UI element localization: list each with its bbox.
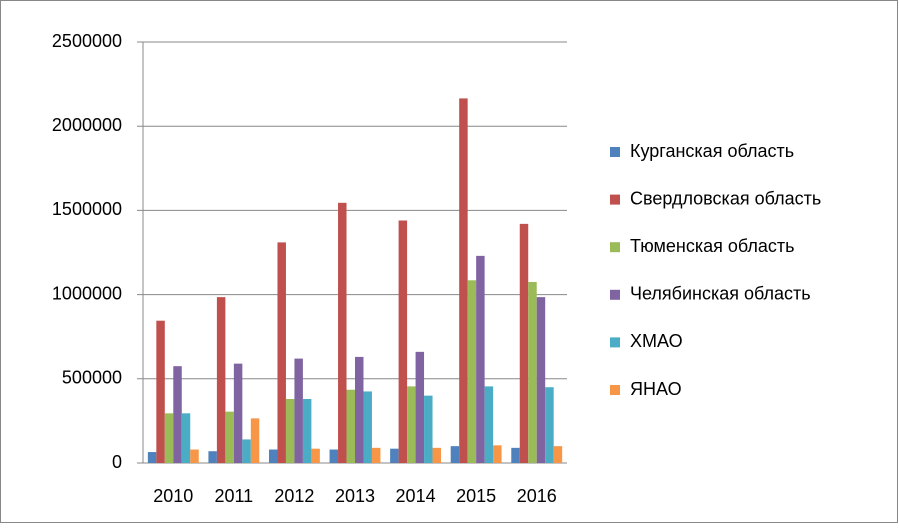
legend-label: Тюменская область xyxy=(630,236,795,256)
bar xyxy=(493,445,502,463)
bar xyxy=(432,447,442,463)
bar xyxy=(528,281,537,463)
bar xyxy=(277,242,286,463)
bar xyxy=(190,449,199,463)
legend-swatch xyxy=(610,147,620,157)
bar xyxy=(285,399,295,463)
y-tick-label: 2500000 xyxy=(52,31,122,51)
x-tick-label: 2012 xyxy=(274,486,314,506)
bar xyxy=(450,446,460,463)
legend-swatch xyxy=(610,242,620,253)
bar xyxy=(371,447,381,463)
legend-swatch xyxy=(610,289,620,300)
bar xyxy=(233,363,243,463)
bar xyxy=(208,451,217,463)
bar xyxy=(173,366,182,463)
y-tick-label: 0 xyxy=(112,452,122,472)
legend-swatch xyxy=(610,194,620,205)
bar xyxy=(476,255,485,463)
legend-label: Челябинская область xyxy=(630,284,811,304)
legend-label: ХМАО xyxy=(630,331,683,351)
bar xyxy=(156,320,165,463)
bar xyxy=(545,387,554,463)
bar xyxy=(311,448,320,463)
legend-swatch xyxy=(610,337,620,348)
y-tick-label: 500000 xyxy=(62,368,122,388)
bar xyxy=(553,446,563,463)
x-tick-label: 2011 xyxy=(214,486,253,506)
legend-swatch xyxy=(610,385,620,395)
bar xyxy=(536,297,546,463)
x-tick-label: 2015 xyxy=(456,486,496,506)
y-tick-label: 1000000 xyxy=(52,283,122,303)
bar xyxy=(415,351,425,463)
bar xyxy=(181,413,191,463)
legend-label: Свердловская область xyxy=(630,188,821,208)
bar xyxy=(346,389,355,463)
bar xyxy=(424,395,433,463)
legend-label: Курганская область xyxy=(630,141,794,161)
x-tick-label: 2010 xyxy=(153,486,193,506)
bar xyxy=(398,220,408,463)
bar xyxy=(338,202,347,463)
bar xyxy=(216,297,226,463)
bar xyxy=(242,439,251,463)
bar xyxy=(467,280,477,463)
bar xyxy=(519,223,529,463)
bar xyxy=(250,418,260,463)
bar xyxy=(164,413,174,463)
y-tick-label: 1500000 xyxy=(52,199,122,219)
bar xyxy=(302,399,312,463)
bar xyxy=(268,449,278,463)
y-tick-label: 2000000 xyxy=(52,115,122,135)
x-tick-label: 2014 xyxy=(396,486,436,506)
bar xyxy=(511,447,520,463)
bar xyxy=(363,391,372,463)
bar xyxy=(390,448,399,463)
bar xyxy=(329,449,339,463)
bar xyxy=(407,386,416,463)
bar xyxy=(355,356,364,463)
bar xyxy=(294,358,303,463)
x-tick-label: 2016 xyxy=(517,486,557,506)
bar xyxy=(225,411,234,463)
bar xyxy=(459,98,468,463)
legend-label: ЯНАО xyxy=(630,379,682,399)
x-tick-label: 2013 xyxy=(335,486,375,506)
bar xyxy=(147,452,157,463)
bar xyxy=(484,386,494,463)
